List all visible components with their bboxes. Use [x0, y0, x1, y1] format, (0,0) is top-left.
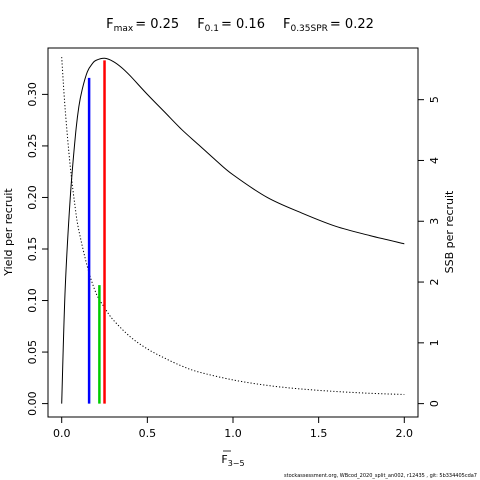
title-f035-sub: 0.35SPR	[290, 24, 327, 34]
y-right-tick-label: 2	[428, 279, 441, 286]
x-tick-label: 1.5	[310, 427, 328, 440]
y-right-tick-label: 5	[428, 96, 441, 103]
x-tick-label: 1.0	[224, 427, 242, 440]
y-right-tick-label: 1	[428, 339, 441, 346]
title-f035-value: = 0.22	[330, 17, 374, 32]
x-axis-title-label: F	[221, 453, 227, 466]
x-tick-label: 0.5	[139, 427, 157, 440]
y-right-axis-title: SSB per recruit	[443, 190, 456, 273]
title-fmax-sub: max	[114, 24, 134, 34]
footer-credit: stockassessment.org, WBcod_2020_split_an…	[284, 473, 477, 479]
y-right-tick-label: 3	[428, 218, 441, 225]
reference-lines	[87, 60, 106, 404]
y-left-tick-label: 0.10	[26, 288, 39, 313]
y-right-tick-label: 4	[428, 157, 441, 164]
chart-title: Fmax = 0.25 F0.1 = 0.16 F0.35SPR = 0.22	[106, 17, 374, 34]
y-left-axis: 0.00 0.05 0.10 0.15 0.20 0.25 0.30	[26, 82, 48, 416]
y-right-axis: 0 1 2 3 4 5	[418, 96, 441, 407]
x-axis: 0.0 0.5 1.0 1.5 2.0	[53, 417, 413, 440]
y-left-tick-label: 0.05	[26, 340, 39, 365]
y-left-tick-label: 0.20	[26, 185, 39, 210]
title-fmax-value: = 0.25	[135, 17, 179, 32]
yield-per-recruit-curve	[61, 57, 405, 404]
x-axis-title-sub: 3−5	[228, 459, 245, 468]
series-layer	[61, 57, 405, 404]
y-left-tick-label: 0.00	[26, 391, 39, 416]
y-left-tick-label: 0.15	[26, 237, 39, 262]
title-fmax-label: F	[106, 17, 113, 32]
x-tick-label: 0.0	[53, 427, 71, 440]
title-f035-label: F	[283, 17, 290, 32]
ssb-per-recruit-curve	[61, 57, 405, 396]
y-left-axis-title: Yield per recruit	[2, 188, 15, 277]
title-f01-label: F	[197, 17, 204, 32]
y-right-tick-label: 0	[428, 400, 441, 407]
y-left-tick-label: 0.25	[26, 134, 39, 159]
x-axis-title: F3−5	[221, 453, 244, 468]
title-f01-sub: 0.1	[205, 24, 219, 34]
x-tick-label: 2.0	[396, 427, 414, 440]
title-f01-value: = 0.16	[221, 17, 265, 32]
y-left-tick-label: 0.30	[26, 82, 39, 107]
